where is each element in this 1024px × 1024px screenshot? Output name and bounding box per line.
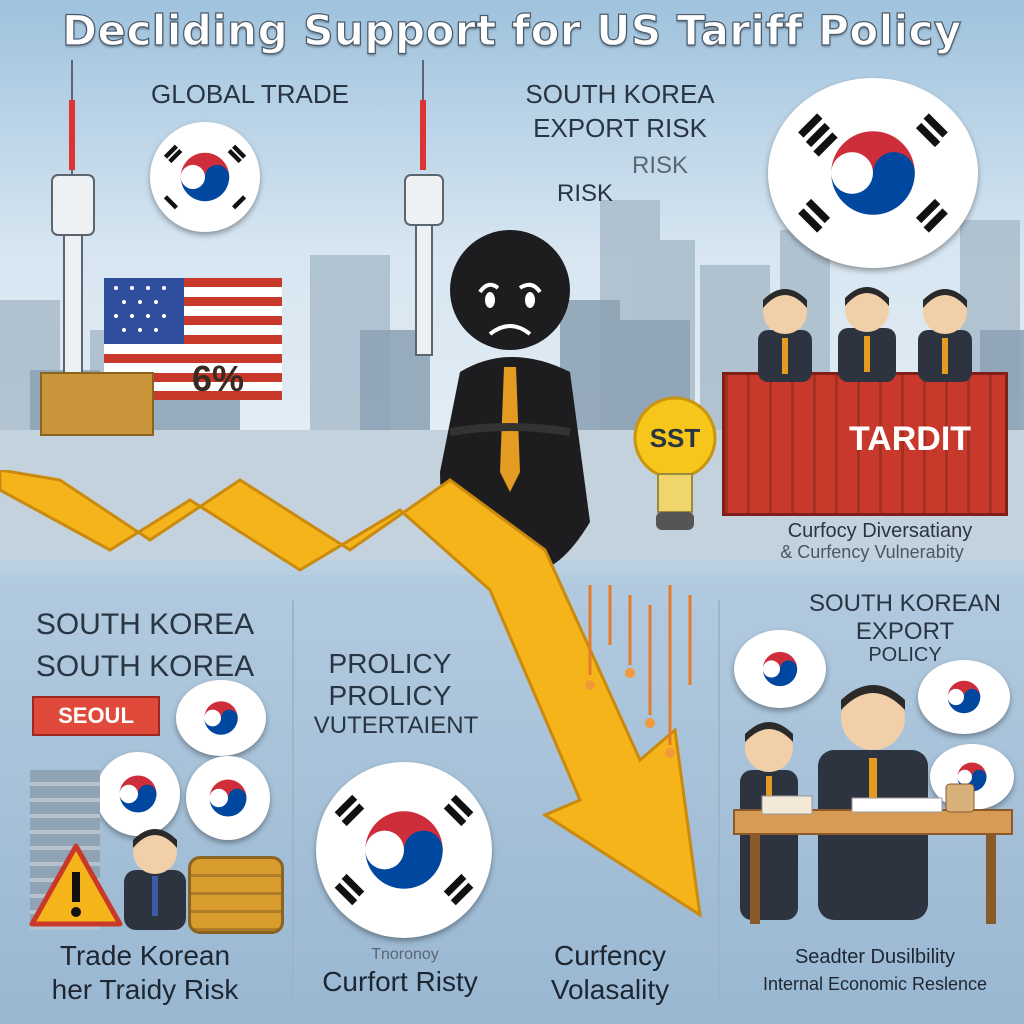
right-panel-heading-2: EXPORT xyxy=(855,618,955,645)
export-risk-label-2: EXPORT RISK xyxy=(533,113,707,143)
right-panel-heading-1: SOUTH KOREAN xyxy=(808,590,1002,617)
risk-label-2: RISK xyxy=(556,180,613,207)
panel-divider-1 xyxy=(292,600,294,1020)
worried-man xyxy=(124,829,186,930)
left-panel-heading-2: SOUTH KOREA xyxy=(35,650,255,683)
bulb-label: SST xyxy=(649,423,701,453)
center-caption-1: Curfency xyxy=(553,940,667,971)
korea-flag-icon-left-1 xyxy=(176,680,266,756)
korea-flag-icon-left-2 xyxy=(96,752,180,836)
currency-bars xyxy=(585,585,692,758)
middle-panel-caption-2: Curfort Risty xyxy=(322,966,478,997)
risk-label-1: RISK xyxy=(631,152,688,179)
center-caption-2: Volasality xyxy=(550,974,670,1005)
warning-icon xyxy=(29,843,123,927)
korea-flag-bubble-icon-1 xyxy=(734,630,826,708)
middle-panel-heading-3: VUTERTAIENT xyxy=(313,712,479,739)
page-title: Decliding Support for US Tariff Policy xyxy=(62,5,962,55)
global-trade-label: GLOBAL TRADE xyxy=(151,79,349,109)
right-panel-heading-3: POLICY xyxy=(868,644,942,666)
right-panel-caption-2: Internal Economic Reslence xyxy=(762,974,988,994)
barrel xyxy=(188,856,284,934)
meeting-scene xyxy=(733,685,1013,924)
seoul-sign: SEOUL xyxy=(32,696,160,736)
percent-label: 6% xyxy=(191,358,245,399)
korea-flag-large-icon xyxy=(768,78,978,268)
officials-group xyxy=(758,287,972,382)
left-panel-caption-2: her Traidy Risk xyxy=(51,974,239,1005)
declining-trend-arrow xyxy=(0,470,702,919)
panel-divider-2 xyxy=(718,600,720,1020)
light-bulb-icon xyxy=(633,396,717,530)
currency-label-2: & Curfency Vulnerabity xyxy=(780,542,964,562)
middle-panel-heading-2: PROLICY xyxy=(328,680,452,711)
currency-label-1: Curfocy Diversatiany xyxy=(787,520,973,542)
korea-flag-icon-middle xyxy=(316,762,492,938)
us-flag-icon xyxy=(104,278,282,400)
korea-flag-icon xyxy=(150,122,260,232)
left-panel-caption-1: Trade Korean xyxy=(59,940,231,971)
korea-flag-icon-left-3 xyxy=(186,756,270,840)
export-risk-label-1: SOUTH KOREA xyxy=(525,79,715,109)
middle-panel-caption-1: Tnoronoy xyxy=(371,946,439,963)
crate xyxy=(40,372,154,436)
middle-panel-heading-1: PROLICY xyxy=(328,648,452,679)
korea-flag-bubble-icon-2 xyxy=(918,660,1010,734)
right-panel-caption-1: Seadter Dusilbility xyxy=(794,946,956,968)
container-label: TARDIT xyxy=(848,420,972,458)
left-panel-heading-1: SOUTH KOREA xyxy=(35,608,255,641)
